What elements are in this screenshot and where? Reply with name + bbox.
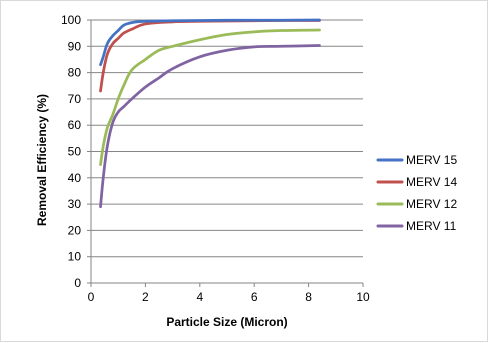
legend-label: MERV 15: [406, 153, 457, 167]
axes: [87, 19, 364, 287]
y-tick-label: 20: [68, 223, 82, 237]
y-tick-labels: 0 10 20 30 40 50 60 70 80 90 100: [61, 13, 81, 290]
series-line-merv-12: [99, 28, 321, 167]
x-axis-title: Particle Size (Micron): [166, 315, 287, 329]
y-tick-label: 30: [68, 197, 82, 211]
y-tick-label: 100: [61, 13, 81, 27]
y-tick-label: 0: [74, 276, 81, 290]
legend-item-merv-11: MERV 11: [376, 219, 457, 233]
legend: MERV 15 MERV 14 MERV 12 MERV 11: [376, 153, 457, 233]
legend-label: MERV 11: [406, 219, 457, 233]
x-tick-label: 2: [142, 290, 149, 304]
gridlines: [91, 19, 363, 258]
y-tick-label: 60: [68, 118, 82, 132]
series-line-merv-15: [99, 18, 321, 67]
x-tick-label: 4: [196, 290, 203, 304]
y-tick-label: 50: [68, 145, 82, 159]
y-tick-label: 10: [68, 250, 82, 264]
x-tick-label: 8: [305, 290, 312, 304]
legend-item-merv-15: MERV 15: [376, 153, 457, 167]
series-line-merv-11: [99, 44, 321, 209]
x-tick-label: 6: [251, 290, 258, 304]
legend-item-merv-12: MERV 12: [376, 197, 457, 211]
y-tick-label: 90: [68, 39, 82, 53]
x-tick-labels: 0 2 4 6 8 10: [88, 290, 370, 304]
x-tick-label: 0: [88, 290, 95, 304]
legend-label: MERV 12: [406, 197, 457, 211]
legend-label: MERV 14: [406, 175, 457, 189]
series-lines: [99, 18, 321, 209]
legend-item-merv-14: MERV 14: [376, 175, 457, 189]
y-tick-label: 70: [68, 92, 82, 106]
y-tick-label: 40: [68, 171, 82, 185]
y-axis-title: Removal Efficiency (%): [35, 94, 49, 226]
x-tick-label: 10: [356, 290, 370, 304]
y-tick-label: 80: [68, 66, 82, 80]
